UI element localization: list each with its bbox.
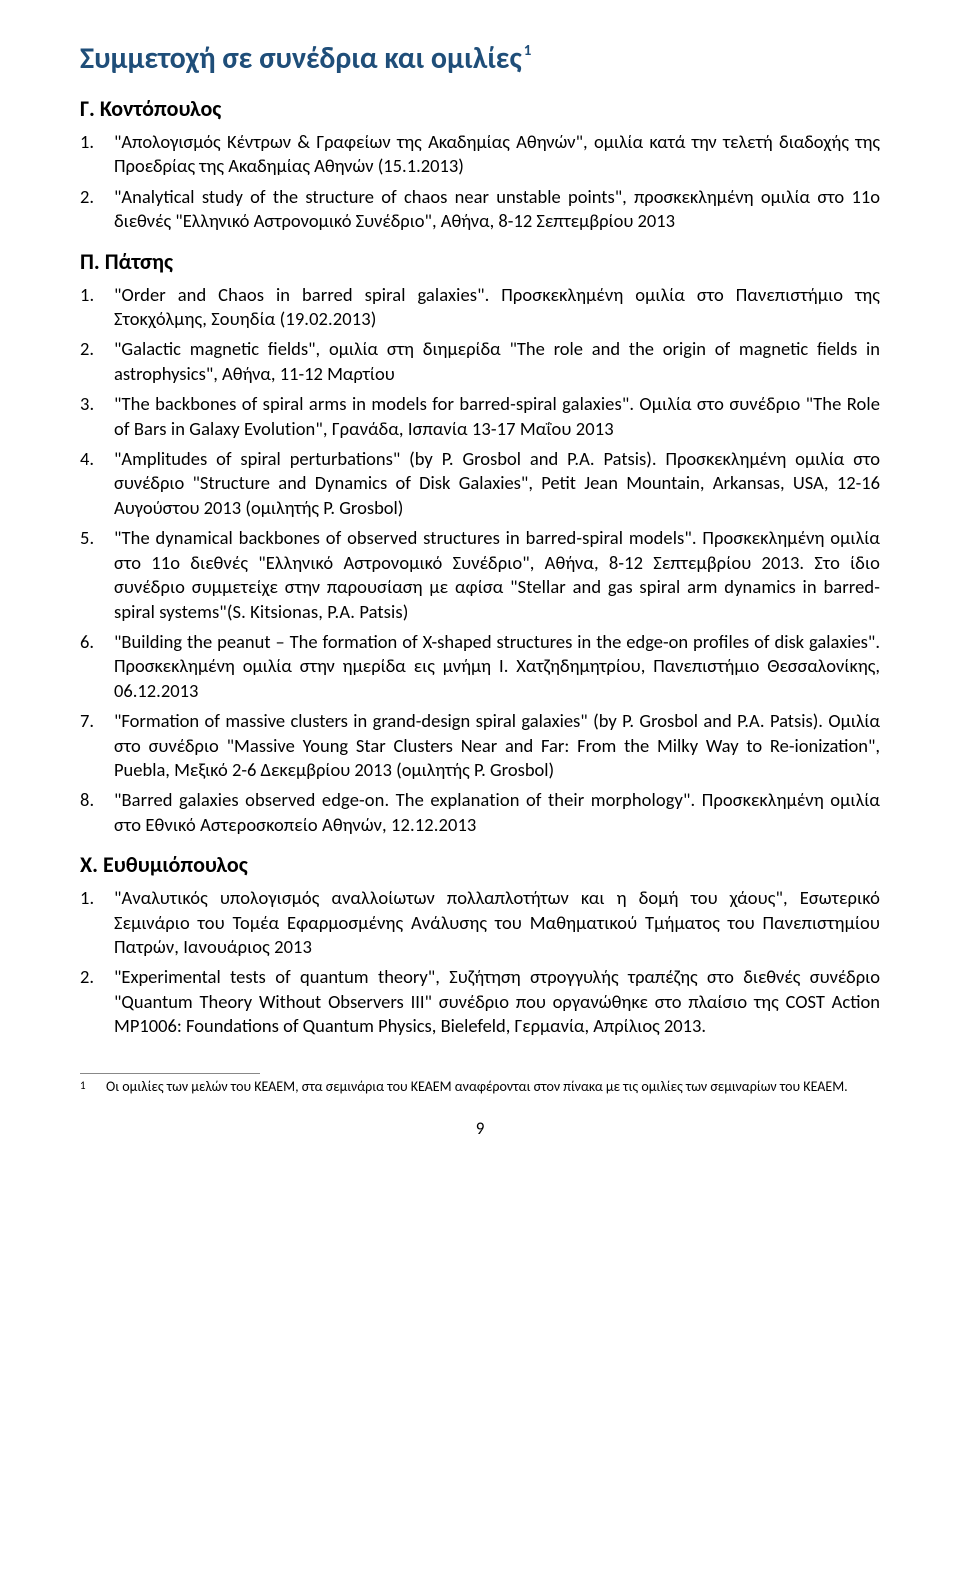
footnote-number: 1 <box>80 1078 106 1093</box>
entry-number: 3. <box>80 392 114 416</box>
entry-text: "Experimental tests of quantum theory", … <box>114 965 880 1038</box>
entry: 7. "Formation of massive clusters in gra… <box>80 709 880 782</box>
entry: 5. "The dynamical backbones of observed … <box>80 526 880 624</box>
page-title-row: Συμμετοχή σε συνέδρια και ομιλίες 1 <box>80 40 880 77</box>
page-title: Συμμετοχή σε συνέδρια και ομιλίες <box>80 40 522 77</box>
entry-number: 2. <box>80 185 114 209</box>
author-heading: Γ. Κοντόπουλος <box>80 95 880 122</box>
entry: 1. "Απολογισμός Κέντρων & Γραφείων της Α… <box>80 130 880 179</box>
section-patsis: Π. Πάτσης 1. "Order and Chaos in barred … <box>80 248 880 838</box>
entry: 6. "Building the peanut – The formation … <box>80 630 880 703</box>
entry-text: "The dynamical backbones of observed str… <box>114 526 880 624</box>
entry-text: "Barred galaxies observed edge-on. The e… <box>114 788 880 837</box>
entry-number: 4. <box>80 447 114 471</box>
entry-number: 5. <box>80 526 114 550</box>
entry-text: "Amplitudes of spiral perturbations" (by… <box>114 447 880 520</box>
document-page: Συμμετοχή σε συνέδρια και ομιλίες 1 Γ. Κ… <box>0 0 960 1575</box>
section-efthymiopoulos: Χ. Ευθυμιόπουλος 1. "Αναλυτικός υπολογισ… <box>80 851 880 1038</box>
entry: 1. "Αναλυτικός υπολογισμός αναλλοίωτων π… <box>80 886 880 959</box>
entry-number: 7. <box>80 709 114 733</box>
entry: 2. "Galactic magnetic fields", ομιλία στ… <box>80 337 880 386</box>
entry: 2. "Experimental tests of quantum theory… <box>80 965 880 1038</box>
entry-text: "The backbones of spiral arms in models … <box>114 392 880 441</box>
entry-text: "Αναλυτικός υπολογισμός αναλλοίωτων πολλ… <box>114 886 880 959</box>
entry: 3. "The backbones of spiral arms in mode… <box>80 392 880 441</box>
entry-text: "Building the peanut – The formation of … <box>114 630 880 703</box>
section-kontopoulos: Γ. Κοντόπουλος 1. "Απολογισμός Κέντρων &… <box>80 95 880 234</box>
page-number: 9 <box>80 1118 880 1139</box>
entries-list: 1. "Order and Chaos in barred spiral gal… <box>80 283 880 838</box>
author-heading: Π. Πάτσης <box>80 248 880 275</box>
entry: 2. "Analytical study of the structure of… <box>80 185 880 234</box>
entry-number: 2. <box>80 965 114 989</box>
entry-number: 1. <box>80 886 114 910</box>
entry: 8. "Barred galaxies observed edge-on. Th… <box>80 788 880 837</box>
entry-number: 1. <box>80 283 114 307</box>
entry-text: "Analytical study of the structure of ch… <box>114 185 880 234</box>
entry-number: 6. <box>80 630 114 654</box>
entry-number: 2. <box>80 337 114 361</box>
footnote-text: Οι ομιλίες των μελών του ΚΕΑΕΜ, στα σεμι… <box>106 1078 848 1096</box>
footnote-separator <box>80 1073 260 1074</box>
page-title-footnote-ref: 1 <box>524 42 532 60</box>
entries-list: 1. "Απολογισμός Κέντρων & Γραφείων της Α… <box>80 130 880 234</box>
author-heading: Χ. Ευθυμιόπουλος <box>80 851 880 878</box>
entry-text: "Formation of massive clusters in grand-… <box>114 709 880 782</box>
entry: 4. "Amplitudes of spiral perturbations" … <box>80 447 880 520</box>
entry-text: "Order and Chaos in barred spiral galaxi… <box>114 283 880 332</box>
entry-number: 1. <box>80 130 114 154</box>
entry-text: "Galactic magnetic fields", ομιλία στη δ… <box>114 337 880 386</box>
entry-text: "Απολογισμός Κέντρων & Γραφείων της Ακαδ… <box>114 130 880 179</box>
entry-number: 8. <box>80 788 114 812</box>
entry: 1. "Order and Chaos in barred spiral gal… <box>80 283 880 332</box>
entries-list: 1. "Αναλυτικός υπολογισμός αναλλοίωτων π… <box>80 886 880 1038</box>
footnote: 1 Οι ομιλίες των μελών του ΚΕΑΕΜ, στα σε… <box>80 1078 880 1096</box>
